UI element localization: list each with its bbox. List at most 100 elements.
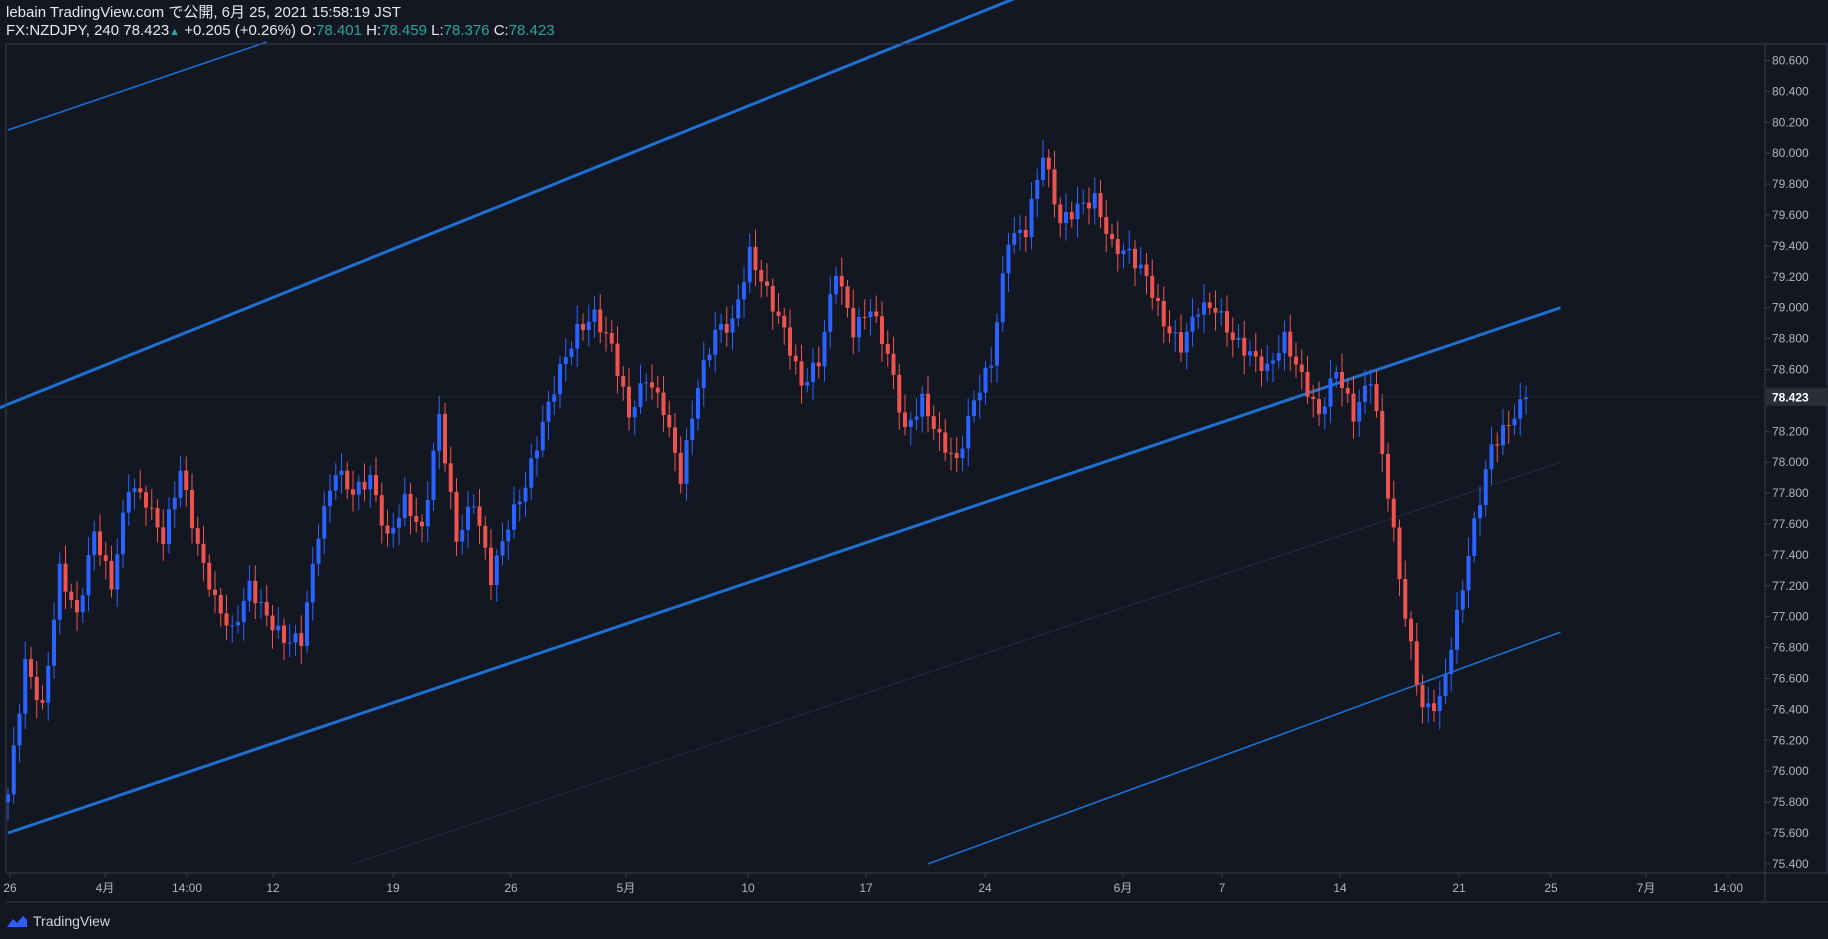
candle-body (80, 595, 85, 613)
candle (1167, 310, 1172, 343)
candle (1115, 220, 1120, 272)
candle-body (1018, 229, 1022, 234)
lower-channel[interactable] (927, 631, 1561, 865)
upper-channel[interactable] (0, 0, 1129, 416)
y-tick-label: 77.800 (1772, 486, 1809, 500)
candle-body (362, 481, 367, 490)
candle-body (75, 600, 79, 613)
candle-body (943, 432, 948, 453)
close-label: C: (493, 22, 509, 39)
candle (1294, 342, 1298, 378)
candle (776, 292, 781, 324)
candle-body (782, 315, 787, 328)
low-value: 78.376 (443, 22, 490, 39)
symbol-label[interactable]: FX:NZDJPY, 240 (6, 22, 120, 39)
candle-body (604, 332, 608, 334)
candle (621, 366, 626, 401)
candle-body (908, 419, 913, 428)
candle (80, 587, 85, 624)
candle-body (1311, 396, 1316, 400)
candle-body (356, 481, 361, 495)
candle-body (569, 348, 574, 357)
candle (69, 583, 74, 609)
candle (1512, 404, 1517, 435)
candle (310, 547, 315, 621)
candle-body (983, 367, 988, 393)
candle (75, 581, 79, 631)
candle (299, 615, 304, 664)
candle (195, 516, 200, 556)
chart-header: lebain TradingView.com で公開, 6月 25, 2021 … (6, 4, 555, 40)
y-tick-label: 79.000 (1772, 301, 1809, 315)
outer-upper-channel[interactable] (7, 41, 268, 131)
candle-body (1115, 239, 1120, 255)
candle (500, 522, 505, 565)
candle-body (1173, 332, 1178, 334)
candle-body (1495, 444, 1500, 446)
candle-body (483, 525, 488, 548)
candle-body (1299, 364, 1304, 372)
candle-body (40, 700, 45, 703)
candle (1069, 201, 1074, 228)
open-value: 78.401 (316, 22, 362, 39)
faint-mid-channel[interactable] (352, 461, 1561, 865)
candle (655, 375, 660, 408)
candle (241, 587, 246, 641)
candle (224, 595, 229, 640)
candle-body (6, 794, 10, 803)
y-tick-label: 80.200 (1772, 115, 1809, 129)
brand-label[interactable]: TradingView (33, 913, 111, 929)
candle-body (431, 450, 436, 500)
channel-lines[interactable] (0, 0, 1561, 865)
candle-body (1322, 406, 1327, 415)
candle-body (753, 246, 758, 271)
tradingview-logo-icon (7, 916, 27, 927)
candle (1253, 332, 1258, 373)
middle-channel[interactable] (7, 306, 1561, 835)
candle (880, 301, 884, 362)
candle (805, 367, 810, 393)
candle-body (552, 394, 557, 402)
close-value: 78.423 (508, 22, 555, 39)
y-tick-label: 75.600 (1772, 826, 1809, 840)
candle (799, 344, 804, 404)
candle (1196, 307, 1201, 329)
candle (1242, 320, 1247, 375)
time-axis[interactable]: 26 4月 14:00 12 19 26 5月 10 17 24 6月 7 14 21 25 7月 14:00 (3, 873, 1743, 895)
candle (1265, 344, 1270, 382)
candle-body (69, 591, 74, 601)
candle-body (1230, 332, 1235, 340)
y-tick-label: 79.400 (1772, 239, 1809, 253)
candle-body (1184, 331, 1189, 353)
candle-body (121, 512, 125, 555)
candle (995, 313, 999, 383)
candle (575, 305, 580, 368)
candle-body (126, 491, 131, 513)
candle-body (655, 387, 660, 393)
candle (201, 525, 206, 582)
candle-body (724, 323, 729, 333)
candle (1460, 580, 1465, 623)
candle (1483, 460, 1488, 517)
candle-body (966, 415, 971, 449)
candle-body (17, 713, 22, 746)
candle-body (920, 393, 925, 417)
candle-body (1271, 360, 1275, 364)
y-tick-label: 77.600 (1772, 517, 1809, 531)
candle (1449, 637, 1454, 692)
y-tick-label: 76.000 (1772, 764, 1809, 778)
candle (770, 278, 775, 330)
candle (1414, 623, 1419, 696)
candle (287, 624, 292, 658)
candle-body (598, 309, 603, 333)
candle-body (98, 531, 102, 556)
candle-body (644, 382, 649, 384)
candle-body (759, 270, 764, 282)
price-axis[interactable]: 80.600 80.400 80.200 80.000 79.800 79.600 79.4… (1765, 54, 1828, 871)
candle (609, 320, 614, 352)
y-tick-label: 77.200 (1772, 579, 1809, 593)
candle-body (897, 374, 902, 413)
candle (1276, 334, 1281, 369)
candle (385, 509, 390, 547)
